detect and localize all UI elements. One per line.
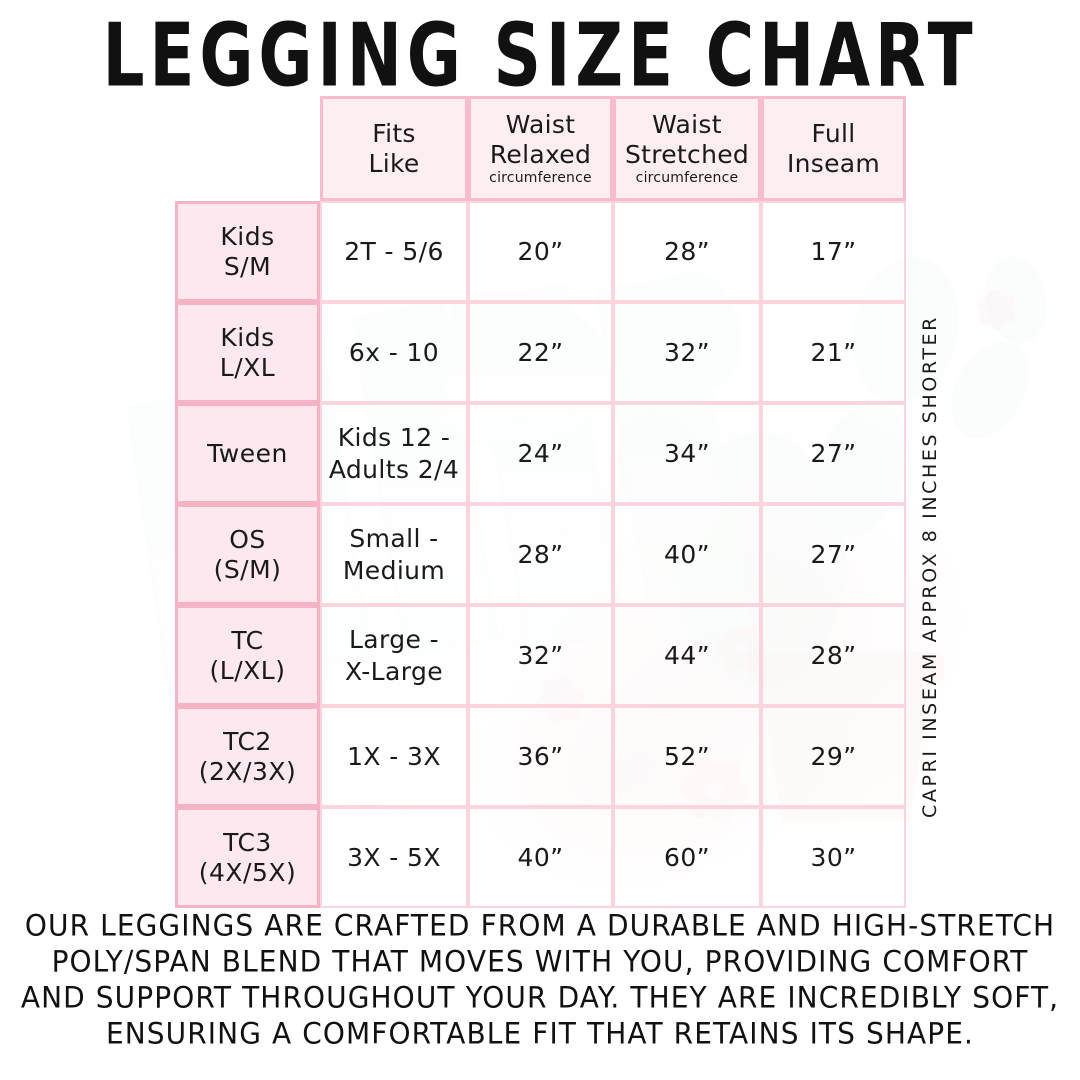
fits-like-line-2: Medium bbox=[342, 555, 446, 585]
fits-like-cell: Kids 12 - Adults 2/4 bbox=[320, 403, 468, 504]
column-header-waist-relaxed: Waist Relaxed circumference bbox=[468, 96, 613, 201]
full-inseam-cell: 17” bbox=[761, 201, 906, 302]
fits-like-line-1: 6x - 10 bbox=[348, 337, 440, 367]
column-header-full-inseam: Full Inseam bbox=[761, 96, 906, 201]
size-label-line-1: TC bbox=[231, 625, 264, 655]
size-label-cell: OS (S/M) bbox=[175, 504, 320, 605]
table-row: Tween Kids 12 - Adults 2/4 24” 34” 27” bbox=[175, 403, 906, 504]
fits-like-cell: Large - X-Large bbox=[320, 605, 468, 706]
size-label-line-1: Kids bbox=[220, 322, 275, 352]
size-label-line-2: (S/M) bbox=[213, 554, 282, 584]
waist-relaxed-cell: 32” bbox=[468, 605, 613, 706]
table-body: Kids S/M 2T - 5/6 20” 28” 17” Kids L/XL 6x - 10 2… bbox=[175, 201, 906, 908]
footer-line-2: POLY/SPAN BLEND THAT MOVES WITH YOU, PRO… bbox=[51, 944, 1029, 980]
column-header-waist-stretched: Waist Stretched circumference bbox=[613, 96, 761, 201]
size-label-cell: Kids L/XL bbox=[175, 302, 320, 403]
header-line-2: Relaxed bbox=[489, 139, 592, 169]
waist-stretched-cell: 40” bbox=[613, 504, 761, 605]
waist-relaxed-cell: 20” bbox=[468, 201, 613, 302]
waist-relaxed-cell: 40” bbox=[468, 807, 613, 908]
size-label-cell: TC (L/XL) bbox=[175, 605, 320, 706]
footer-description: OUR LEGGINGS ARE CRAFTED FROM A DURABLE … bbox=[0, 908, 1080, 1052]
capri-inseam-note-text: CAPRI INSEAM APPROX 8 INCHES SHORTER bbox=[919, 315, 941, 818]
table-row: TC3 (4X/5X) 3X - 5X 40” 60” 30” bbox=[175, 807, 906, 908]
size-label-cell: TC2 (2X/3X) bbox=[175, 706, 320, 807]
size-label-cell: Kids S/M bbox=[175, 201, 320, 302]
size-label-cell: TC3 (4X/5X) bbox=[175, 807, 320, 908]
footer-line-4: ENSURING A COMFORTABLE FIT THAT RETAINS … bbox=[105, 1016, 975, 1052]
fits-like-line-2: Adults 2/4 bbox=[328, 454, 460, 484]
size-label-line-1: Tween bbox=[207, 438, 288, 468]
waist-stretched-cell: 60” bbox=[613, 807, 761, 908]
waist-stretched-cell: 52” bbox=[613, 706, 761, 807]
table-header-row: Fits Like Waist Relaxed circumference Wa… bbox=[175, 96, 906, 201]
table-row: TC (L/XL) Large - X-Large 32” 44” 28” bbox=[175, 605, 906, 706]
fits-like-line-1: 1X - 3X bbox=[347, 741, 441, 771]
table-row: Kids L/XL 6x - 10 22” 32” 21” bbox=[175, 302, 906, 403]
waist-relaxed-cell: 24” bbox=[468, 403, 613, 504]
header-line-1: Full bbox=[811, 119, 856, 148]
header-subtext: circumference bbox=[489, 170, 592, 187]
fits-like-line-2: X-Large bbox=[344, 656, 444, 686]
waist-stretched-cell: 32” bbox=[613, 302, 761, 403]
waist-stretched-cell: 34” bbox=[613, 403, 761, 504]
size-label-line-2: (L/XL) bbox=[209, 655, 286, 685]
full-inseam-cell: 27” bbox=[761, 403, 906, 504]
fits-like-line-1: Small - bbox=[349, 523, 439, 553]
header-line-2: Inseam bbox=[786, 148, 881, 178]
fits-like-cell: 2T - 5/6 bbox=[320, 201, 468, 302]
waist-stretched-cell: 44” bbox=[613, 605, 761, 706]
size-label-line-1: TC2 bbox=[223, 726, 272, 756]
legging-size-chart-table: Fits Like Waist Relaxed circumference Wa… bbox=[175, 96, 906, 908]
capri-inseam-note: CAPRI INSEAM APPROX 8 INCHES SHORTER bbox=[919, 258, 941, 818]
table-row: OS (S/M) Small - Medium 28” 40” 27” bbox=[175, 504, 906, 605]
size-label-cell: Tween bbox=[175, 403, 320, 504]
fits-like-line-1: Large - bbox=[348, 624, 440, 654]
full-inseam-cell: 30” bbox=[761, 807, 906, 908]
fits-like-cell: 1X - 3X bbox=[320, 706, 468, 807]
size-label-line-2: (4X/5X) bbox=[198, 857, 297, 887]
header-subtext: circumference bbox=[635, 170, 739, 187]
full-inseam-cell: 29” bbox=[761, 706, 906, 807]
header-line-2: Like bbox=[368, 148, 420, 178]
table-row: Kids S/M 2T - 5/6 20” 28” 17” bbox=[175, 201, 906, 302]
waist-stretched-cell: 28” bbox=[613, 201, 761, 302]
footer-line-1: OUR LEGGINGS ARE CRAFTED FROM A DURABLE … bbox=[24, 908, 1056, 943]
size-label-line-1: OS bbox=[229, 524, 266, 554]
size-label-line-1: Kids bbox=[220, 221, 275, 251]
full-inseam-cell: 28” bbox=[761, 605, 906, 706]
header-line-1: Waist bbox=[652, 110, 722, 140]
fits-like-cell: 3X - 5X bbox=[320, 807, 468, 908]
header-corner-cell bbox=[175, 96, 320, 201]
size-label-line-2: S/M bbox=[223, 251, 272, 281]
fits-like-cell: 6x - 10 bbox=[320, 302, 468, 403]
size-label-line-2: L/XL bbox=[219, 352, 276, 382]
header-line-1: Waist bbox=[505, 110, 576, 140]
fits-like-cell: Small - Medium bbox=[320, 504, 468, 605]
full-inseam-cell: 27” bbox=[761, 504, 906, 605]
size-label-line-1: TC3 bbox=[223, 827, 272, 857]
table-row: TC2 (2X/3X) 1X - 3X 36” 52” 29” bbox=[175, 706, 906, 807]
fits-like-line-1: Kids 12 - bbox=[337, 422, 451, 452]
waist-relaxed-cell: 36” bbox=[468, 706, 613, 807]
waist-relaxed-cell: 28” bbox=[468, 504, 613, 605]
page-title: LEGGING SIZE CHART bbox=[102, 6, 978, 108]
size-label-line-2: (2X/3X) bbox=[198, 756, 297, 786]
full-inseam-cell: 21” bbox=[761, 302, 906, 403]
footer-line-3: AND SUPPORT THROUGHOUT YOUR DAY. THEY AR… bbox=[20, 980, 1060, 1016]
column-header-fits-like: Fits Like bbox=[320, 96, 468, 201]
fits-like-line-1: 3X - 5X bbox=[347, 842, 441, 872]
waist-relaxed-cell: 22” bbox=[468, 302, 613, 403]
fits-like-line-1: 2T - 5/6 bbox=[344, 236, 444, 266]
header-line-2: Stretched bbox=[624, 139, 750, 169]
header-line-1: Fits bbox=[372, 119, 416, 148]
